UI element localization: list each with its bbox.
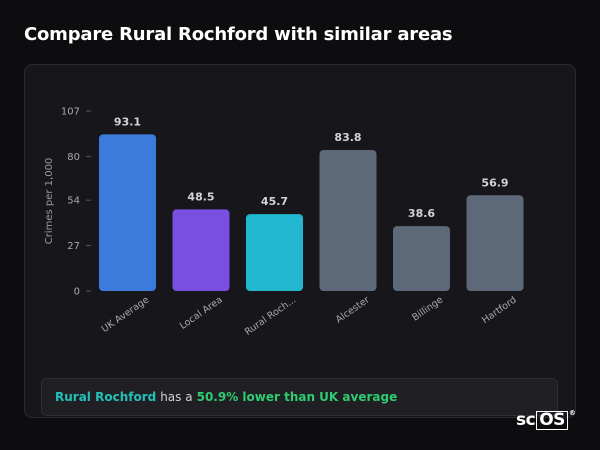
x-tick-label: Rural Roch... [243, 294, 298, 337]
bar-value-label: 83.8 [334, 131, 361, 144]
bar-value-label: 45.7 [261, 195, 288, 208]
y-tick-label: 80 [67, 152, 80, 163]
y-tick-label: 54 [67, 196, 80, 207]
logo-reg-mark: ® [568, 409, 576, 417]
x-tick-label: UK Average [100, 294, 152, 335]
bar-value-label: 56.9 [481, 176, 508, 189]
x-tick-label: Alcester [334, 294, 372, 325]
y-tick-label: 107 [61, 107, 80, 118]
logo-boxed: OS [536, 410, 568, 430]
bar-hartford [466, 195, 524, 291]
x-tick-label: Billinge [410, 294, 445, 323]
scos-logo: sc OS ® [516, 409, 576, 431]
bar-value-label: 38.6 [408, 207, 435, 220]
x-tick-label: Local Area [178, 294, 225, 331]
y-tick-label: 0 [74, 287, 80, 298]
summary-area-name: Rural Rochford [55, 390, 157, 404]
y-tick-label: 27 [67, 241, 80, 252]
bar-alcester [319, 150, 377, 291]
summary-box: Rural Rochford has a 50.9% lower than UK… [41, 378, 558, 416]
bar-rural-rochford [246, 214, 303, 291]
bar-local-area [172, 209, 230, 291]
bar-value-label: 93.1 [114, 115, 141, 128]
logo-prefix: sc [516, 410, 536, 430]
bar-uk-average [99, 134, 156, 291]
bar-billinge [393, 226, 450, 291]
summary-connector: has a [160, 390, 193, 404]
y-axis-label: Crimes per 1,000 [44, 158, 55, 245]
page-title: Compare Rural Rochford with similar area… [24, 24, 453, 45]
bar-value-label: 48.5 [187, 190, 214, 203]
summary-stat: 50.9% lower than UK average [196, 390, 398, 404]
x-tick-label: Hartford [480, 294, 519, 326]
